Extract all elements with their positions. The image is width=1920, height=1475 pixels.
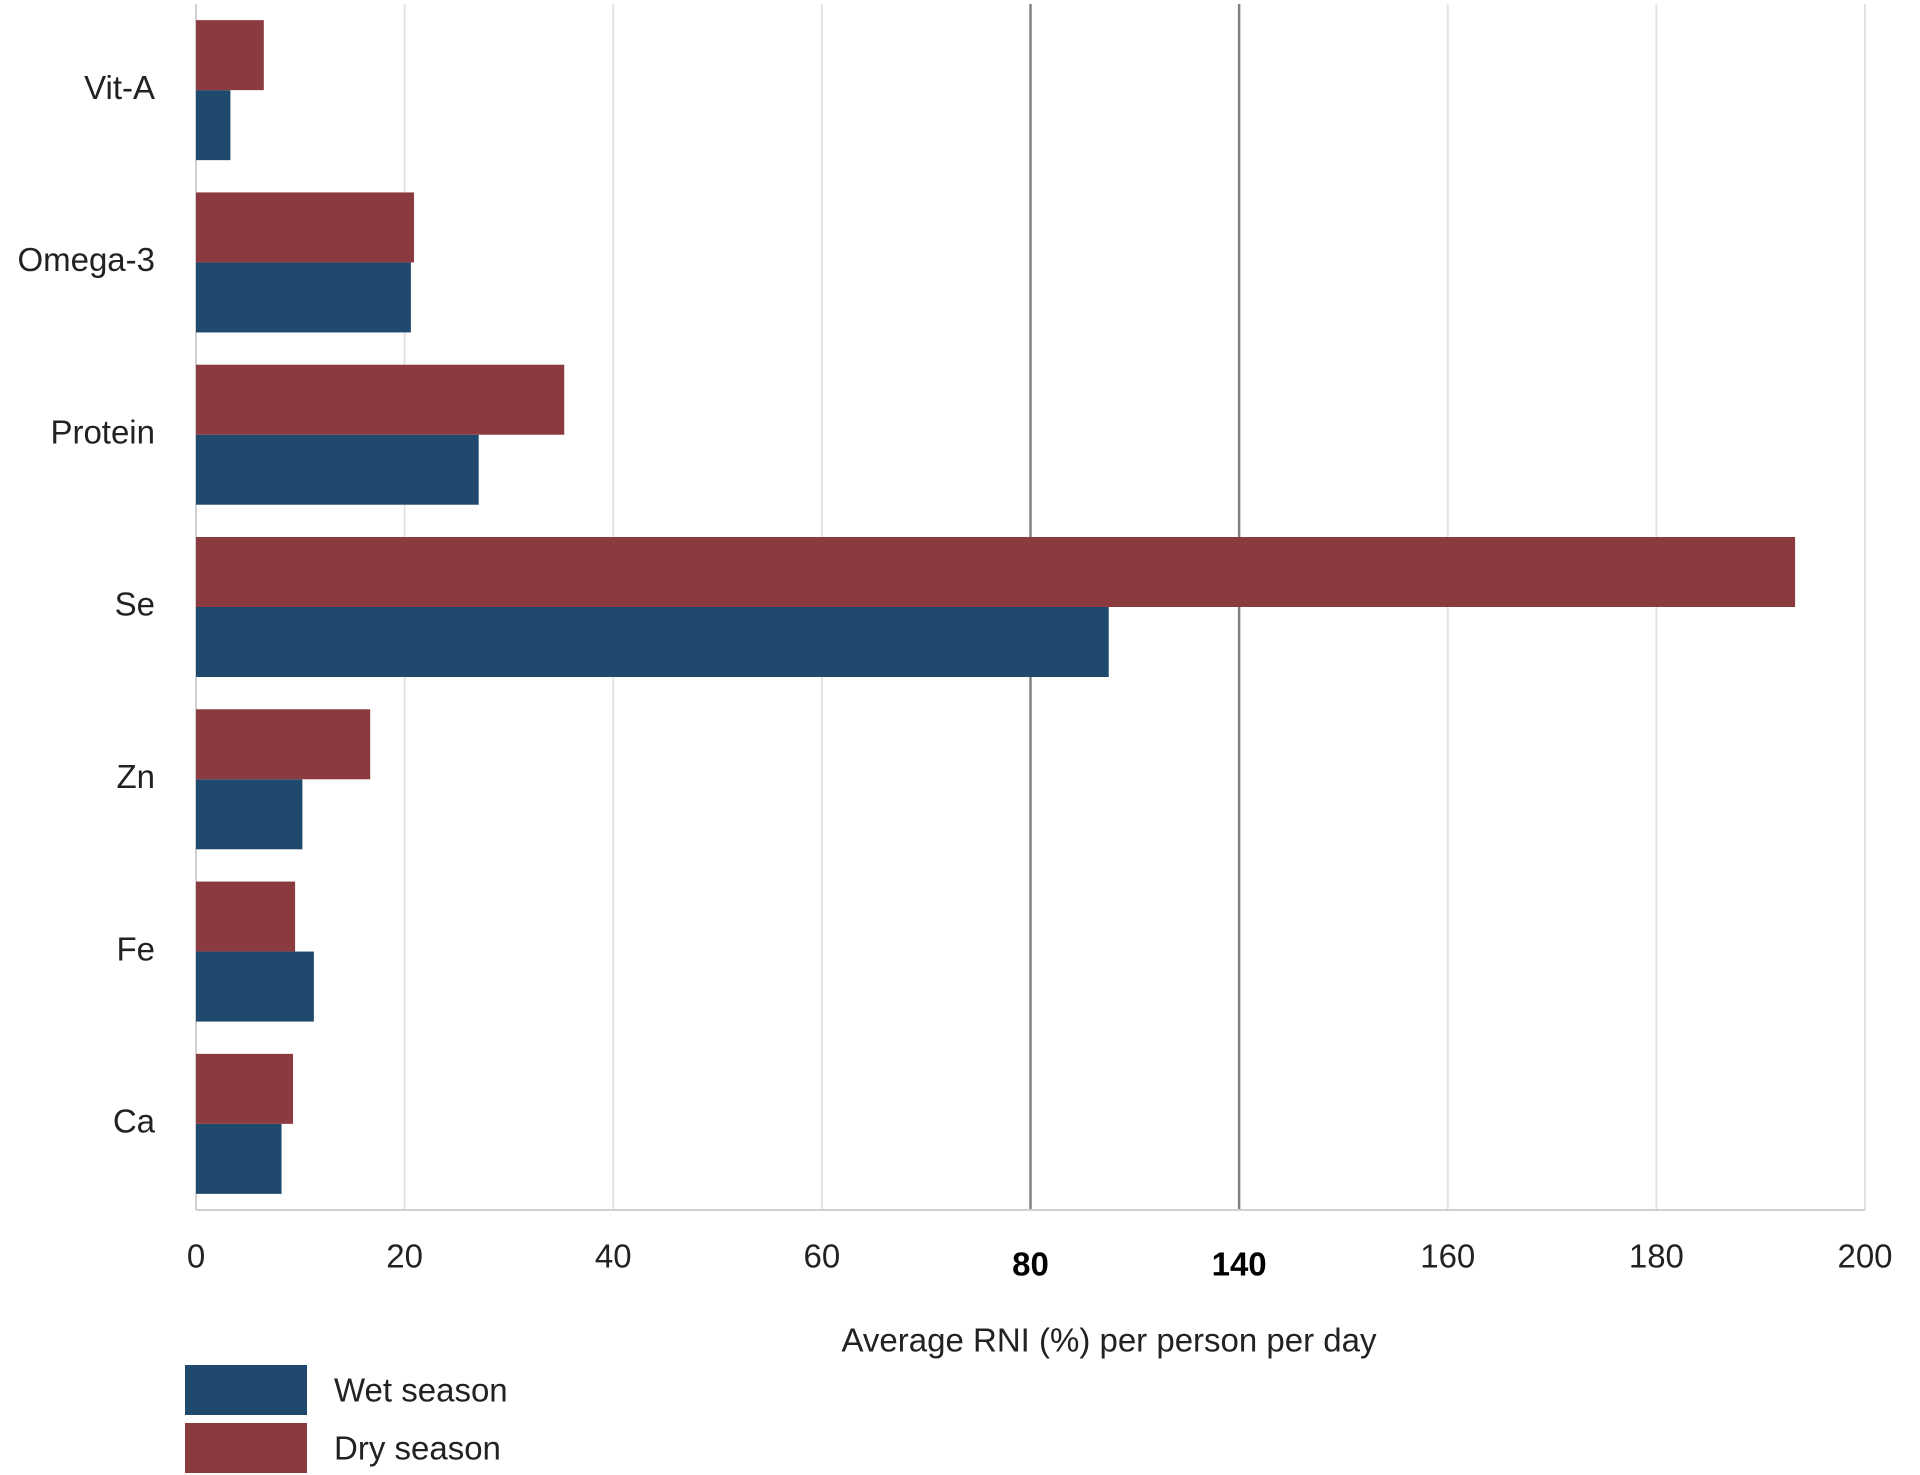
legend-swatch [185,1423,307,1473]
legend-label: Dry season [334,1430,501,1467]
x-tick-label: 20 [386,1238,423,1275]
bar [196,262,411,333]
bar [196,537,1796,607]
y-tick-label: Omega-3 [17,241,155,278]
bar [196,779,303,850]
y-tick-label: Vit-A [84,69,155,106]
x-tick-label: 200 [1837,1238,1892,1275]
bar [196,881,296,952]
bar [196,1123,282,1194]
bar [196,364,565,435]
legend-swatch [185,1365,307,1415]
y-tick-label: Se [115,586,155,623]
bar [196,607,1109,677]
bar [196,192,415,263]
legend-label: Wet season [334,1372,508,1409]
bar [196,951,314,1022]
y-tick-label: Ca [113,1103,156,1140]
bar [196,20,264,91]
x-tick-label: 80 [1012,1246,1049,1283]
bar [196,1053,294,1124]
x-tick-label: 0 [187,1238,205,1275]
y-tick-label: Protein [50,413,155,450]
bar [196,434,479,505]
x-tick-label: 40 [595,1238,632,1275]
x-tick-label: 140 [1212,1246,1267,1283]
bar [196,90,231,161]
x-axis-title: Average RNI (%) per person per day [842,1322,1377,1359]
x-tick-label: 180 [1629,1238,1684,1275]
x-tick-label: 60 [804,1238,841,1275]
y-tick-label: Fe [116,930,155,967]
bar [196,709,371,780]
y-tick-label: Zn [116,758,155,795]
x-tick-label: 160 [1420,1238,1475,1275]
